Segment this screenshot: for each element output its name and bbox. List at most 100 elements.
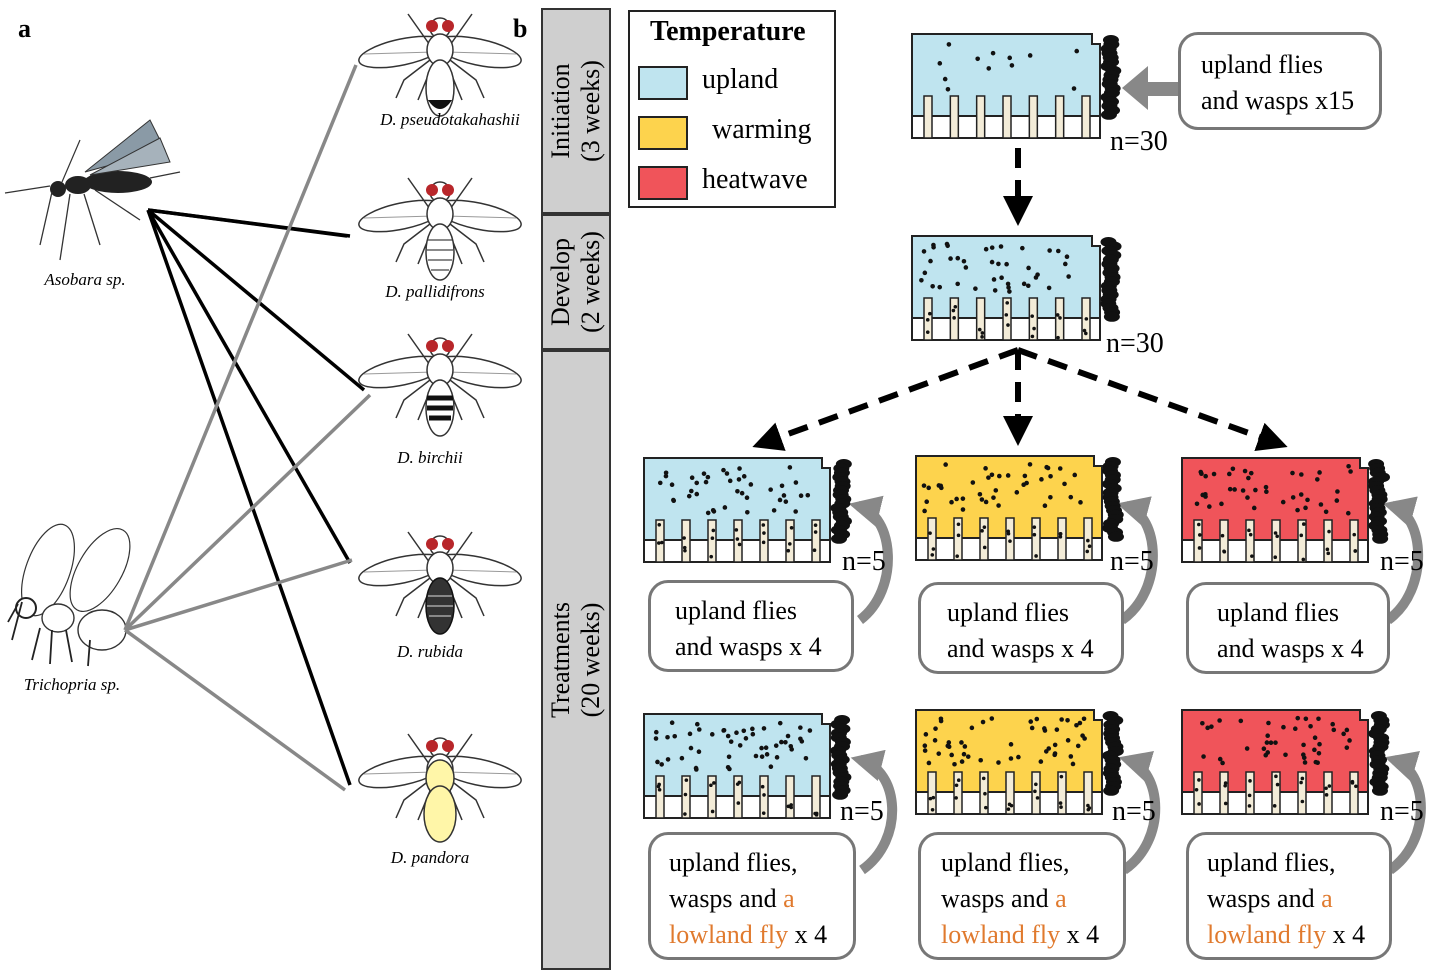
- n-warming-control: n=5: [1110, 546, 1154, 577]
- fly-dot: [665, 734, 670, 740]
- larva-dot: [1035, 796, 1040, 800]
- fly-dot: [1299, 472, 1304, 477]
- fly-dot: [793, 480, 799, 485]
- larva-dot: [1353, 549, 1358, 553]
- fly-dot: [1317, 741, 1322, 747]
- vial: [655, 775, 665, 819]
- fly-dot: [750, 731, 756, 737]
- fly-dot: [1052, 751, 1058, 756]
- larva-dot: [1247, 804, 1252, 808]
- larva-dot: [711, 528, 716, 533]
- panel-label-b: b: [513, 14, 528, 43]
- fly-dot: [1266, 720, 1271, 726]
- larva-dot: [1250, 554, 1254, 558]
- fly-dot: [1042, 726, 1047, 731]
- larva-dot: [1354, 784, 1358, 789]
- fly-dot: [921, 249, 927, 254]
- fly-dot: [991, 495, 996, 500]
- fly-dot: [949, 752, 954, 758]
- fly-dot: [689, 475, 695, 480]
- fly-dot: [1238, 718, 1244, 724]
- larva-dot: [1087, 806, 1092, 810]
- fly-dot: [663, 473, 669, 479]
- fly-dot: [743, 736, 749, 741]
- larva-dot: [956, 778, 961, 782]
- fly-dot: [777, 720, 783, 726]
- lowland-box-line-1: upland flies,: [941, 848, 1070, 877]
- fly-dot: [721, 728, 726, 733]
- label-pandora: D. pandora: [390, 848, 470, 867]
- fly-dot: [1004, 261, 1009, 267]
- fly-dot: [1068, 754, 1074, 759]
- larva-dot: [925, 330, 930, 334]
- fly-dot: [997, 473, 1002, 479]
- fly-dot: [771, 508, 777, 513]
- fly-dot: [1305, 497, 1310, 503]
- fly-dot: [933, 726, 938, 731]
- fly-dot: [1045, 465, 1051, 471]
- fly-dot: [999, 275, 1004, 281]
- fly-dot: [1246, 475, 1251, 481]
- label-asobara: Asobara sp.: [44, 270, 126, 289]
- fly-dot: [919, 278, 924, 283]
- lowland-box-line-3-text: x 4: [1060, 920, 1100, 949]
- vial: [1002, 95, 1012, 139]
- fly-dot: [983, 499, 989, 505]
- fly-dot: [1059, 717, 1064, 722]
- lowland-box-line-2-accent: a: [1055, 884, 1067, 913]
- cage-sleeve: [1103, 311, 1120, 322]
- vial: [785, 519, 795, 563]
- fly-dot: [1330, 721, 1335, 727]
- fly-dot: [1316, 751, 1322, 756]
- fly-dot: [1209, 724, 1214, 729]
- larva-dot: [786, 804, 791, 809]
- treatment-box-line-2: and wasps x 4: [1217, 634, 1364, 663]
- larva-dot: [1299, 533, 1304, 538]
- phase-initiation-name: Initiation: [546, 63, 575, 159]
- vial: [655, 519, 665, 563]
- larva-dot: [656, 784, 661, 789]
- fly-dot: [946, 744, 952, 750]
- fly-dot: [788, 743, 794, 749]
- fly-dot: [986, 66, 992, 71]
- cage-sleeve: [1103, 785, 1120, 796]
- vial: [927, 517, 937, 561]
- larva-dot: [736, 801, 741, 805]
- fly-dot: [1203, 473, 1208, 479]
- treatment-box-upland: upland flies and wasps x 4: [648, 580, 854, 672]
- larva-dot: [954, 783, 959, 788]
- larva-dot: [786, 548, 791, 553]
- larva-dot: [955, 554, 959, 558]
- fly-dot: [1070, 761, 1076, 767]
- larva-dot: [1006, 529, 1011, 534]
- vial: [1271, 519, 1281, 563]
- fly-dot: [924, 499, 930, 505]
- fly-dot: [694, 480, 700, 486]
- vial: [1297, 771, 1307, 815]
- larva-dot: [931, 547, 936, 551]
- fly-dot: [727, 766, 732, 772]
- fly-dot: [728, 739, 734, 744]
- fly-dot: [722, 505, 728, 510]
- larva-dot: [952, 316, 956, 320]
- temperature-legend: Temperature upland warming heatwave: [628, 10, 836, 208]
- vial: [1323, 519, 1333, 563]
- fly-dot: [768, 487, 773, 492]
- vial: [1083, 771, 1093, 815]
- fly-dot: [734, 730, 739, 736]
- larva-dot: [813, 523, 818, 527]
- fly-dot: [983, 466, 988, 471]
- fly-dot: [989, 716, 995, 721]
- vial: [979, 517, 989, 561]
- fly-dot: [1345, 510, 1351, 516]
- fly-dot: [783, 499, 789, 504]
- larva-dot: [737, 542, 742, 547]
- fly-dot: [1303, 505, 1308, 511]
- larva-dot: [982, 525, 987, 529]
- fly-dot: [996, 760, 1001, 765]
- fly-dot: [1217, 756, 1223, 762]
- fly-dot: [1008, 742, 1014, 747]
- legend-title: Temperature: [650, 16, 806, 47]
- fly-dot: [1066, 274, 1071, 279]
- fly-dot: [1014, 490, 1020, 495]
